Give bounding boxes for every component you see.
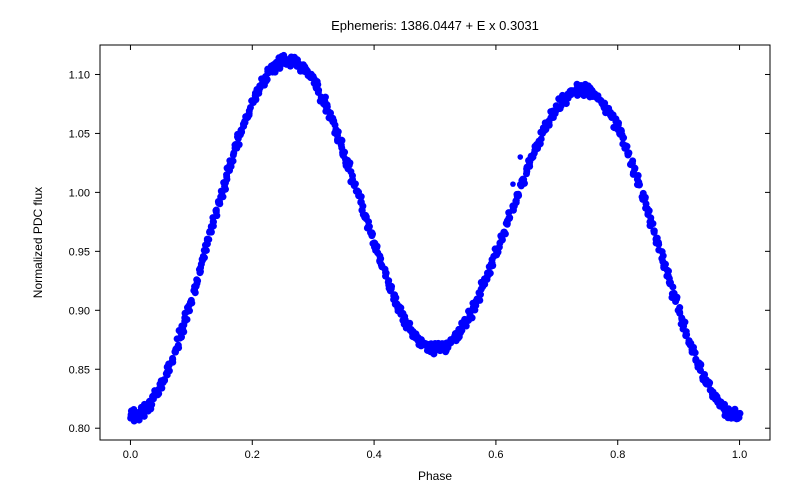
x-axis-label: Phase — [418, 469, 452, 483]
y-tick-label: 0.80 — [69, 423, 90, 435]
chart-svg: 0.0 0.2 0.4 0.6 0.8 1.0 0.80 0.85 0.90 0.95 1.00 1.… — [0, 0, 800, 500]
y-tick-label: 1.10 — [69, 69, 90, 81]
light-curve-chart: 0.0 0.2 0.4 0.6 0.8 1.0 0.80 0.85 0.90 0.95 1.00 1.… — [0, 0, 800, 500]
y-tick-label: 0.95 — [69, 246, 90, 258]
x-tick-label: 1.0 — [732, 449, 747, 461]
outlier-point — [517, 154, 523, 160]
y-tick-label: 0.90 — [69, 305, 90, 317]
x-tick-label: 0.8 — [610, 449, 625, 461]
y-tick-label: 1.00 — [69, 187, 90, 199]
chart-title: Ephemeris: 1386.0447 + E x 0.3031 — [331, 18, 539, 33]
y-tick-label: 0.85 — [69, 364, 90, 376]
x-tick-label: 0.0 — [123, 449, 138, 461]
x-tick-label: 0.4 — [366, 449, 381, 461]
x-tick-label: 0.2 — [245, 449, 260, 461]
y-axis-label: Normalized PDC flux — [31, 187, 45, 298]
outlier-point — [510, 181, 516, 187]
x-tick-label: 0.6 — [488, 449, 503, 461]
y-tick-label: 1.05 — [69, 128, 90, 140]
